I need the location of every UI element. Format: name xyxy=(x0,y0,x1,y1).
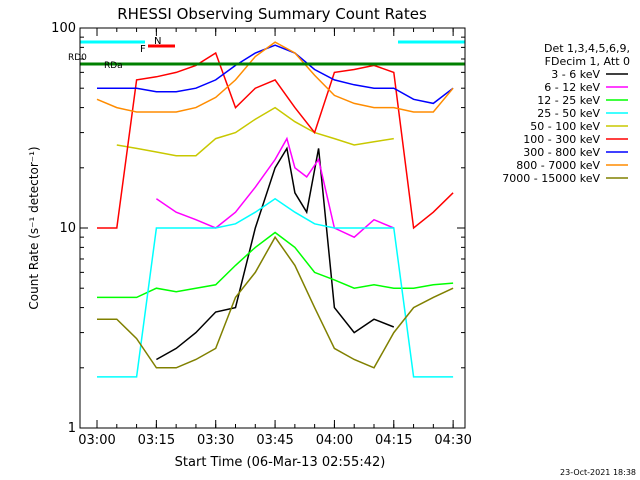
legend-label-1: 3 - 6 keV xyxy=(551,68,600,81)
legend-label-5: 50 - 100 keV xyxy=(530,120,600,133)
y-tick-label-1: 10 xyxy=(59,221,76,236)
series-layer xyxy=(96,41,454,378)
series-line-1 xyxy=(156,146,395,361)
flag-label-f: F xyxy=(140,44,146,55)
flag-label-n: N xyxy=(154,36,161,47)
x-tick-label-3: 03:45 xyxy=(256,433,293,448)
footer-date: 23-Oct-2021 18:38 xyxy=(560,468,636,477)
legend-label-6: 100 - 300 keV xyxy=(523,133,600,146)
legend-label-7: 300 - 800 keV xyxy=(523,146,600,159)
series-line-7 xyxy=(97,44,454,105)
series-line-8 xyxy=(96,41,454,113)
series-line-9 xyxy=(97,235,454,369)
x-tick-label-5: 04:15 xyxy=(375,433,412,448)
series-line-3 xyxy=(97,231,454,299)
x-tick-label-1: 03:15 xyxy=(138,433,175,448)
flag-label-rda: RDa xyxy=(104,61,123,71)
x-axis-label: Start Time (06-Mar-13 02:55:42) xyxy=(175,455,386,470)
y-tick-label-0: 1 xyxy=(68,421,76,436)
legend-label-3: 12 - 25 keV xyxy=(537,94,600,107)
series-line-2 xyxy=(155,136,395,239)
series-line-6 xyxy=(97,51,454,230)
legend-header-line-2: FDecim 1, Att 0 xyxy=(545,55,630,68)
legend-label-2: 6 - 12 keV xyxy=(544,81,600,94)
y-axis-label: Count Rate (s⁻¹ detector⁻¹) xyxy=(27,146,41,309)
axes-layer: 03:00 03:15 03:30 03:45 04:00 04:15 04:30 1 10 10… xyxy=(51,21,472,448)
x-tick-label-2: 03:30 xyxy=(197,433,234,448)
x-tick-label-6: 04:30 xyxy=(434,433,471,448)
x-tick-label-0: 03:00 xyxy=(78,433,115,448)
legend: Det 1,3,4,5,6,9, FDecim 1, Att 0 3 - 6 k… xyxy=(502,42,630,185)
x-tick-label-4: 04:00 xyxy=(316,433,353,448)
chart-title: RHESSI Observing Summary Count Rates xyxy=(117,5,427,23)
y-tick-label-2: 100 xyxy=(51,21,76,36)
series-line-4 xyxy=(97,197,454,378)
series-line-5 xyxy=(116,106,394,157)
legend-label-8: 800 - 7000 keV xyxy=(516,159,600,172)
flags-layer: RD0 RDa NF xyxy=(68,36,465,71)
legend-label-4: 25 - 50 keV xyxy=(537,107,600,120)
legend-label-9: 7000 - 15000 keV xyxy=(502,172,600,185)
flag-label-rd0: RD0 xyxy=(68,53,87,63)
legend-header-line-1: Det 1,3,4,5,6,9, xyxy=(544,42,630,55)
